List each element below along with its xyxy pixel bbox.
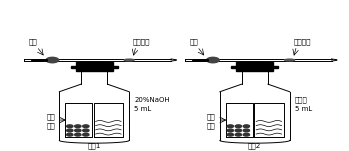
Text: 红色液滴: 红色液滴 — [293, 38, 311, 45]
Circle shape — [83, 129, 89, 132]
Text: 装置2: 装置2 — [248, 143, 261, 149]
Bar — [236, 62, 273, 71]
Text: 种子: 种子 — [46, 123, 55, 129]
Circle shape — [235, 133, 242, 136]
Text: 萌发: 萌发 — [46, 114, 55, 120]
Text: 种子: 种子 — [207, 123, 216, 129]
Circle shape — [243, 133, 250, 136]
Text: 萌发: 萌发 — [207, 114, 216, 120]
Bar — [231, 66, 236, 68]
Circle shape — [46, 57, 59, 63]
Circle shape — [207, 57, 219, 63]
Circle shape — [243, 129, 250, 132]
Circle shape — [67, 125, 73, 128]
Ellipse shape — [285, 59, 295, 61]
Circle shape — [75, 129, 81, 132]
Circle shape — [243, 125, 250, 128]
Text: 红色液滴: 红色液滴 — [133, 38, 150, 45]
Circle shape — [83, 125, 89, 128]
Circle shape — [75, 133, 81, 136]
Text: 活塞: 活塞 — [189, 38, 198, 45]
Circle shape — [235, 125, 242, 128]
Circle shape — [67, 133, 73, 136]
Text: 蒸馏水: 蒸馏水 — [295, 96, 308, 103]
Bar — [76, 62, 113, 71]
Circle shape — [83, 133, 89, 136]
Circle shape — [75, 125, 81, 128]
Circle shape — [235, 129, 242, 132]
Bar — [273, 66, 278, 68]
Bar — [113, 66, 118, 68]
Text: 装置1: 装置1 — [88, 143, 101, 149]
Circle shape — [227, 129, 233, 132]
Text: 5 mL: 5 mL — [134, 106, 151, 112]
Text: 活塞: 活塞 — [29, 38, 38, 45]
Circle shape — [227, 125, 233, 128]
Text: 20%NaOH: 20%NaOH — [134, 97, 170, 103]
Ellipse shape — [124, 59, 134, 61]
Bar — [71, 66, 76, 68]
Text: 5 mL: 5 mL — [295, 106, 312, 112]
Circle shape — [67, 129, 73, 132]
Circle shape — [227, 133, 233, 136]
